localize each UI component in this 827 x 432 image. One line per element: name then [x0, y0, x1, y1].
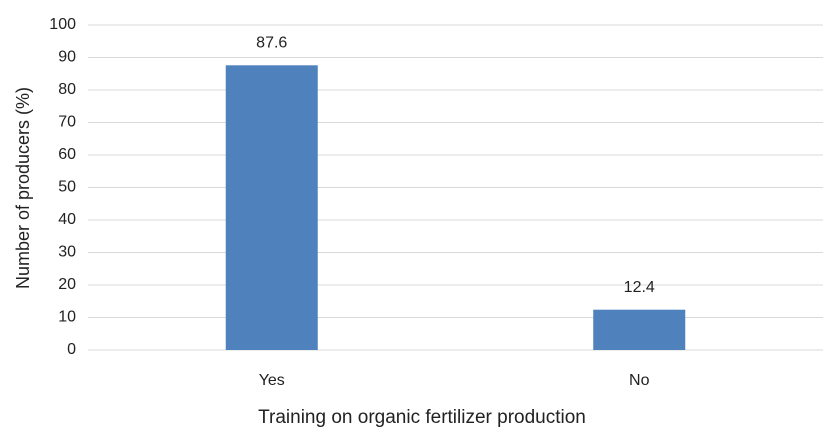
- y-tick-label: 30: [58, 244, 76, 261]
- y-tick-label: 90: [58, 49, 76, 66]
- bar: [593, 309, 686, 350]
- y-tick-label: 60: [58, 146, 76, 163]
- data-label: 87.6: [256, 35, 287, 52]
- x-tick-label: No: [629, 372, 650, 389]
- y-tick-label: 40: [58, 211, 76, 228]
- y-axis-label: Number of producers (%): [13, 87, 33, 289]
- y-tick-label: 20: [58, 276, 76, 293]
- y-tick-label: 10: [58, 309, 76, 326]
- y-tick-label: 100: [49, 16, 76, 33]
- x-tick-label: Yes: [259, 372, 285, 389]
- data-label: 12.4: [624, 279, 655, 296]
- x-axis-label: Training on organic fertilizer productio…: [258, 407, 586, 428]
- y-tick-label: 80: [58, 81, 76, 98]
- y-tick-label: 50: [58, 179, 76, 196]
- bar: [225, 65, 318, 351]
- y-tick-label: 0: [67, 341, 76, 358]
- y-tick-label: 70: [58, 114, 76, 131]
